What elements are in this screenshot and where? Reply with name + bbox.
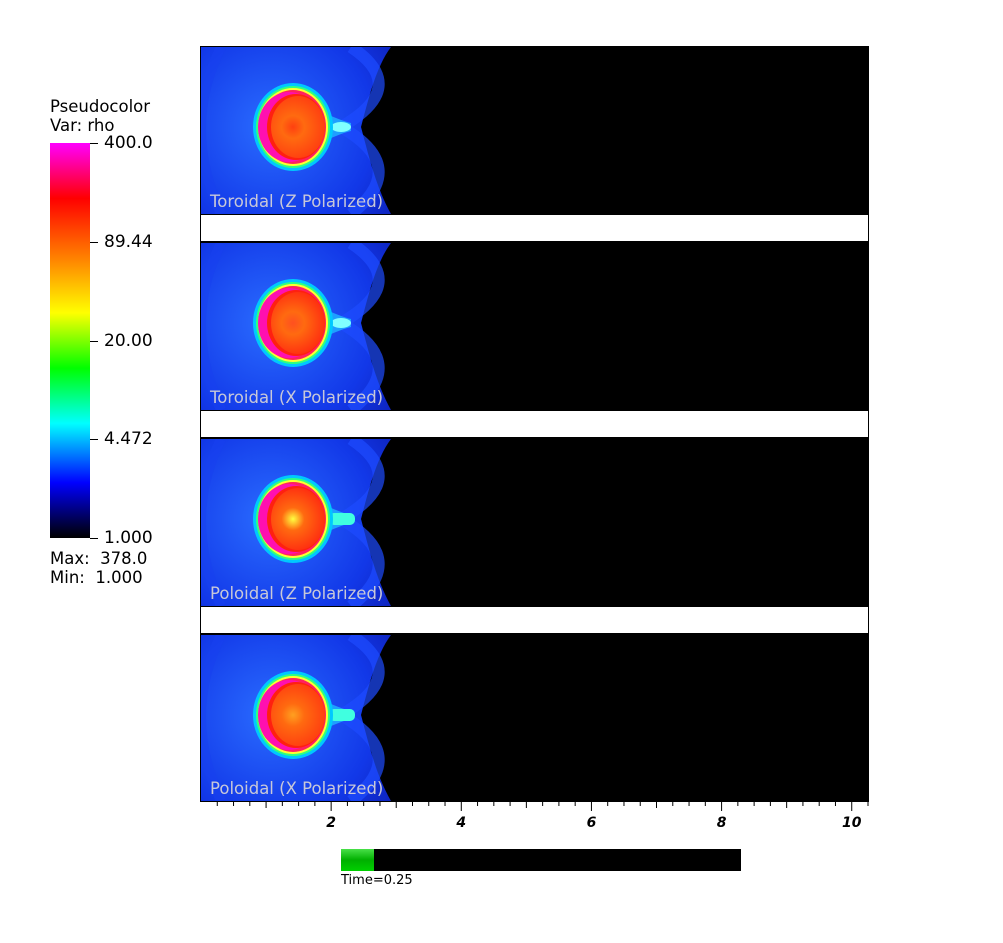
time-label: Time=0.25 <box>341 873 413 888</box>
colorbar-tick-label: 4.472 <box>104 429 153 449</box>
x-tick-label: 4 <box>456 815 467 831</box>
colorbar-tick-mark <box>90 242 98 243</box>
plot-panel: Toroidal (Z Polarized) <box>200 46 869 215</box>
panel-label: Toroidal (X Polarized) <box>210 388 384 407</box>
colorbar-tick-mark <box>90 143 98 144</box>
legend-max: Max: 378.0 <box>50 549 148 568</box>
legend-variable: Var: rho <box>50 116 115 135</box>
colorbar-tick-mark <box>90 341 98 342</box>
legend-min: Min: 1.000 <box>50 568 143 587</box>
time-progress-fill <box>341 849 375 871</box>
panel-label: Poloidal (Z Polarized) <box>210 584 384 603</box>
plot-area: Toroidal (Z Polarized) Toroidal (X Polari… <box>200 46 869 802</box>
panel-label: Toroidal (Z Polarized) <box>210 192 384 211</box>
x-tick-label: 2 <box>326 815 337 831</box>
colorbar-tick-mark <box>90 538 98 539</box>
colorbar-tick-label: 1.000 <box>104 528 153 548</box>
legend-title: Pseudocolor <box>50 97 151 116</box>
colorbar <box>50 143 90 538</box>
density-field <box>201 635 391 801</box>
x-axis: 2 4 6 8 10 <box>200 801 869 841</box>
plot-panel: Poloidal (X Polarized) <box>200 634 869 802</box>
plot-panel: Toroidal (X Polarized) <box>200 242 869 411</box>
panel-gap <box>200 214 869 242</box>
panel-label: Poloidal (X Polarized) <box>210 779 384 798</box>
x-axis-ticks <box>216 802 869 811</box>
plot-panel: Poloidal (Z Polarized) <box>200 438 869 607</box>
colorbar-tick-label: 20.00 <box>104 331 153 351</box>
colorbar-tick-mark <box>90 439 98 440</box>
x-tick-label: 6 <box>586 815 597 831</box>
colorbar-tick-label: 400.0 <box>104 133 153 153</box>
colorbar-legend: Pseudocolor Var: rho 400.0 89.44 20.00 4.47… <box>50 98 190 598</box>
time-progress-bar <box>341 849 741 871</box>
x-tick-label: 8 <box>716 815 727 831</box>
colorbar-tick-label: 89.44 <box>104 232 153 252</box>
x-tick-label: 10 <box>841 815 862 831</box>
density-field <box>201 47 391 214</box>
panel-gap <box>200 606 869 634</box>
density-field <box>201 439 391 606</box>
density-field <box>201 243 391 410</box>
panel-gap <box>200 410 869 438</box>
